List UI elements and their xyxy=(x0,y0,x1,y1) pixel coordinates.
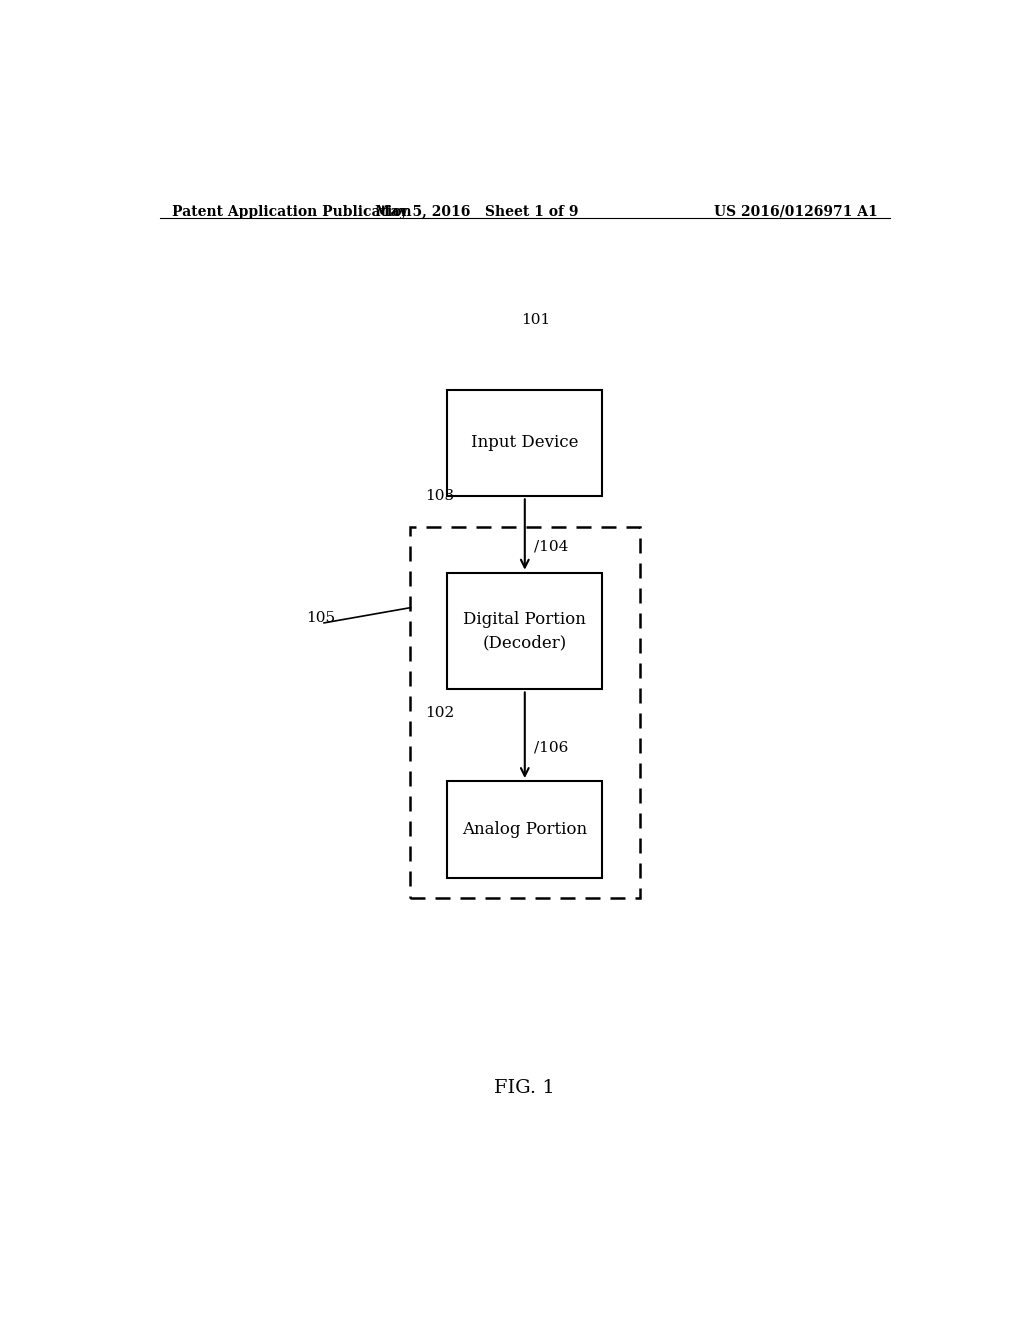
Bar xyxy=(447,573,602,689)
Text: Patent Application Publication: Patent Application Publication xyxy=(172,205,412,219)
Bar xyxy=(447,781,602,878)
Text: 101: 101 xyxy=(521,313,550,326)
Text: US 2016/0126971 A1: US 2016/0126971 A1 xyxy=(714,205,878,219)
Text: Input Device: Input Device xyxy=(471,434,579,451)
Text: /106: /106 xyxy=(535,741,568,755)
Text: 103: 103 xyxy=(426,490,455,503)
Text: Digital Portion
(Decoder): Digital Portion (Decoder) xyxy=(464,611,586,651)
Text: May 5, 2016   Sheet 1 of 9: May 5, 2016 Sheet 1 of 9 xyxy=(376,205,579,219)
Bar xyxy=(447,389,602,496)
Text: Analog Portion: Analog Portion xyxy=(462,821,588,838)
Bar xyxy=(410,527,640,898)
Text: 102: 102 xyxy=(426,706,455,719)
Text: FIG. 1: FIG. 1 xyxy=(495,1080,555,1097)
Text: /104: /104 xyxy=(535,540,568,553)
Text: 105: 105 xyxy=(306,611,336,624)
